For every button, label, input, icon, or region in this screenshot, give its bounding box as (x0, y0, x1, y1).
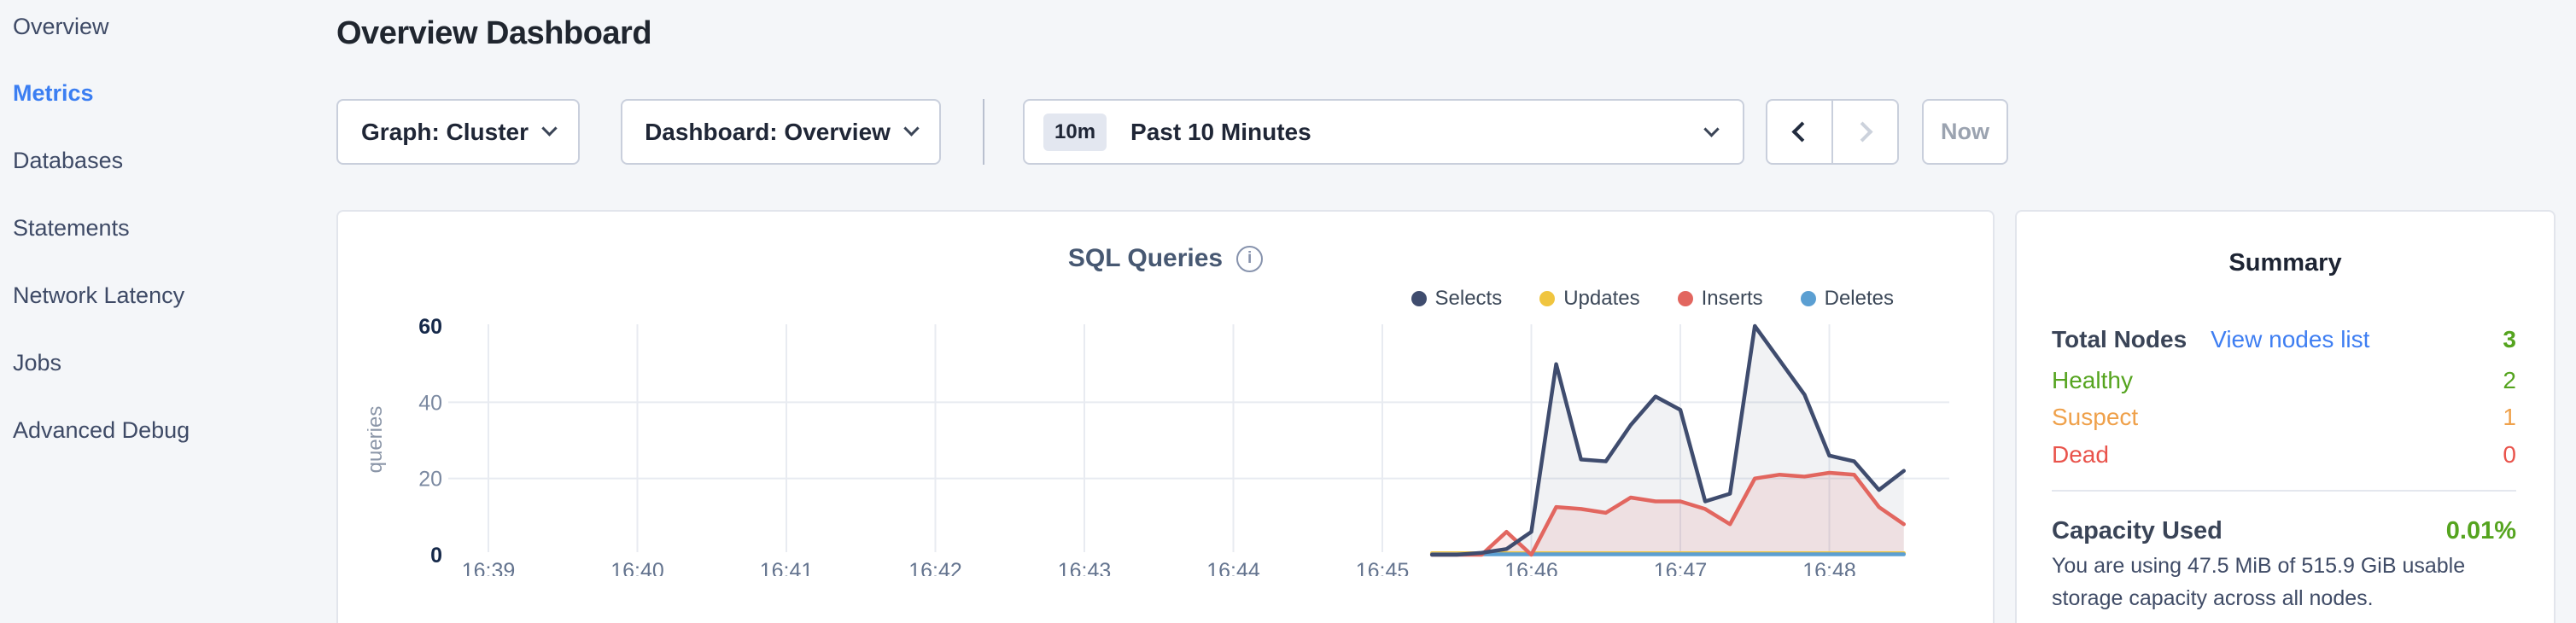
summary-panel (2015, 210, 2556, 623)
time-range-label: Past 10 Minutes (1130, 118, 1311, 145)
sidebar-item-network-latency[interactable]: Network Latency (13, 282, 185, 308)
capacity-used-row: Capacity Used 0.01% (2052, 515, 2516, 546)
sql-queries-plot: 16:39 16:40 16:41 16:42 16:43 16:44 16:45 16:46… (367, 315, 1949, 576)
chart-title: SQL Queries (1067, 244, 1224, 272)
updates-series-dot-icon (1539, 291, 1556, 306)
info-icon[interactable]: i (1236, 245, 1264, 272)
dashboard-dropdown[interactable]: Dashboard: Overview (621, 99, 941, 165)
prev-time-button[interactable] (1767, 101, 1831, 163)
next-time-button[interactable] (1831, 101, 1897, 163)
summary-title: Summary (2228, 249, 2342, 277)
suspect-label: Suspect (2052, 404, 2139, 430)
graph-scope-dropdown[interactable]: Graph: Cluster (336, 99, 580, 165)
suspect-value: 1 (2503, 404, 2516, 430)
chevron-right-icon (1852, 121, 1873, 143)
dead-value: 0 (2503, 441, 2516, 468)
page-title: Overview Dashboard (336, 15, 652, 51)
graph-scope-dropdown-label: Graph: Cluster (360, 118, 529, 145)
svg-text:0: 0 (430, 544, 442, 568)
chevron-left-icon (1791, 121, 1813, 143)
dashboard-dropdown-label: Dashboard: Overview (645, 118, 891, 145)
healthy-value: 2 (2503, 367, 2516, 393)
svg-text:16:41: 16:41 (760, 559, 814, 576)
controls-divider (983, 99, 984, 165)
svg-text:queries: queries (367, 406, 387, 474)
svg-text:16:47: 16:47 (1654, 559, 1708, 576)
time-range-badge: 10m (1043, 113, 1107, 151)
sidebar-item-statements[interactable]: Statements (13, 215, 130, 241)
total-nodes-value: 3 (2503, 326, 2516, 352)
svg-text:16:40: 16:40 (610, 559, 664, 576)
svg-text:60: 60 (418, 315, 442, 339)
view-nodes-list-link[interactable]: View nodes list (2211, 326, 2370, 352)
sidebar-item-jobs[interactable]: Jobs (13, 350, 62, 376)
svg-text:16:43: 16:43 (1058, 559, 1112, 576)
chevron-down-icon (903, 120, 920, 137)
svg-text:16:42: 16:42 (908, 559, 962, 576)
svg-text:16:45: 16:45 (1356, 559, 1410, 576)
legend-label: Selects (1434, 287, 1503, 310)
svg-text:20: 20 (418, 468, 442, 492)
legend-label: Updates (1563, 287, 1640, 310)
total-nodes-label: Total Nodes (2052, 326, 2188, 352)
summary-divider (2052, 490, 2516, 492)
sidebar-item-databases[interactable]: Databases (13, 148, 124, 173)
capacity-description: You are using 47.5 MiB of 515.9 GiB usab… (2052, 554, 2466, 610)
capacity-used-label: Capacity Used (2052, 516, 2223, 544)
sidebar-item-metrics[interactable]: Metrics (13, 80, 94, 106)
sidebar-item-advanced-debug[interactable]: Advanced Debug (13, 417, 190, 443)
suspect-nodes-row: Suspect 1 (2052, 402, 2516, 433)
healthy-label: Healthy (2052, 367, 2133, 393)
svg-text:16:46: 16:46 (1504, 559, 1558, 576)
legend-label: Inserts (1701, 287, 1763, 310)
deletes-series-dot-icon (1800, 291, 1816, 306)
chevron-down-icon (541, 120, 558, 137)
now-button[interactable]: Now (1922, 99, 2008, 165)
sidebar-item-overview[interactable]: Overview (13, 14, 109, 39)
dead-label: Dead (2052, 441, 2109, 468)
time-range-dropdown[interactable]: 10m Past 10 Minutes (1023, 99, 1744, 165)
legend-item-deletes[interactable]: Deletes (1800, 287, 1894, 311)
total-nodes-row: Total Nodes View nodes list 3 (2052, 324, 2516, 355)
legend-item-updates[interactable]: Updates (1539, 287, 1640, 311)
chevron-down-icon (1703, 121, 1720, 137)
chart-legend: Selects Updates Inserts Deletes (1411, 287, 1894, 311)
healthy-nodes-row: Healthy 2 (2052, 365, 2516, 396)
legend-item-inserts[interactable]: Inserts (1677, 287, 1763, 311)
now-button-label: Now (1941, 119, 1989, 144)
legend-label: Deletes (1824, 287, 1894, 310)
inserts-series-dot-icon (1677, 291, 1693, 306)
legend-item-selects[interactable]: Selects (1411, 287, 1503, 311)
time-pager (1766, 99, 1899, 165)
selects-series-dot-icon (1411, 291, 1427, 306)
capacity-used-value: 0.01% (2445, 516, 2516, 544)
svg-text:16:39: 16:39 (462, 559, 516, 576)
dead-nodes-row: Dead 0 (2052, 440, 2516, 470)
svg-text:16:48: 16:48 (1802, 559, 1856, 576)
svg-text:40: 40 (418, 391, 442, 415)
svg-text:16:44: 16:44 (1206, 559, 1260, 576)
